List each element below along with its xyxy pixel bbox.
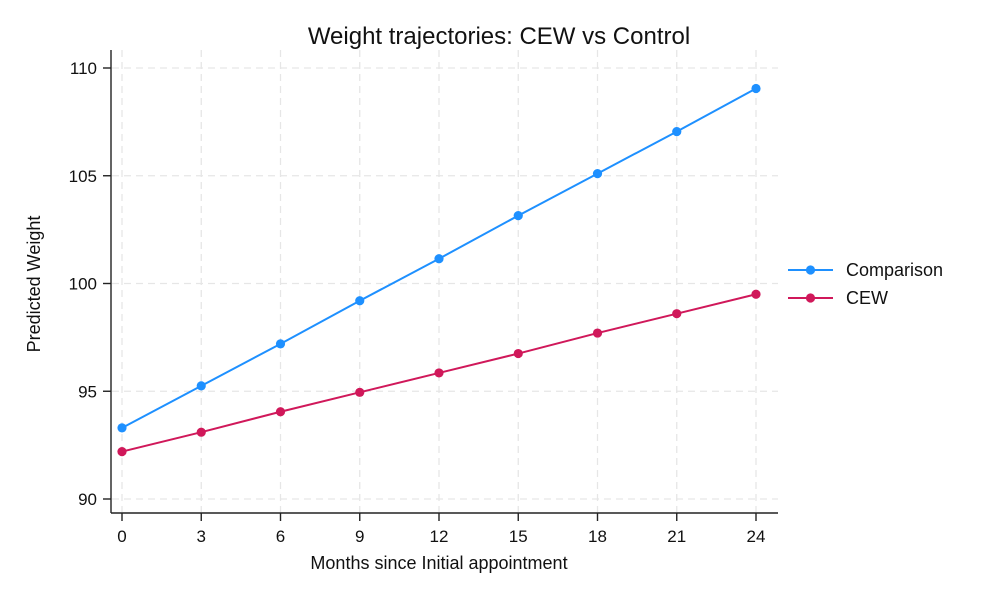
x-tick-label: 15 <box>509 527 528 546</box>
legend: Comparison CEW <box>788 260 943 308</box>
data-point <box>672 309 682 319</box>
data-point <box>434 368 444 378</box>
ticks: 90 95 100 105 110 0 3 6 9 12 15 18 21 24 <box>69 59 766 546</box>
grid <box>112 50 778 512</box>
y-tick-label: 110 <box>70 59 97 78</box>
data-point <box>513 211 523 221</box>
data-point <box>275 407 286 417</box>
x-tick-label: 24 <box>747 527 766 546</box>
data-point <box>751 83 761 94</box>
x-tick-label: 9 <box>355 527 364 546</box>
y-tick-label: 100 <box>69 275 97 294</box>
legend-marker <box>805 265 816 275</box>
x-tick-label: 18 <box>588 527 607 546</box>
data-point <box>434 254 444 264</box>
y-tick-label: 105 <box>69 167 97 186</box>
data-point <box>275 339 286 349</box>
data-point <box>513 348 523 359</box>
legend-label: Comparison <box>846 260 943 280</box>
y-tick-label: 90 <box>78 490 97 509</box>
chart-title: Weight trajectories: CEW vs Control <box>308 23 690 50</box>
legend-label: CEW <box>846 288 888 308</box>
data-point <box>355 387 365 397</box>
data-point <box>196 381 206 391</box>
data-point <box>117 423 127 433</box>
x-tick-label: 3 <box>197 527 206 546</box>
series-cew <box>117 289 761 457</box>
series <box>117 83 761 457</box>
data-point <box>196 427 206 437</box>
data-point <box>355 296 365 306</box>
axes <box>110 50 778 514</box>
x-tick-label: 21 <box>667 527 686 546</box>
data-point <box>751 289 761 299</box>
data-point <box>592 168 603 179</box>
x-tick-label: 6 <box>276 527 285 546</box>
data-point <box>672 126 682 137</box>
data-point <box>592 328 603 338</box>
legend-marker <box>805 293 816 303</box>
x-tick-label: 12 <box>430 527 449 546</box>
x-axis-label: Months since Initial appointment <box>310 553 567 573</box>
y-tick-label: 95 <box>78 382 97 401</box>
data-point <box>117 446 127 457</box>
x-tick-label: 0 <box>117 527 126 546</box>
y-axis-label: Predicted Weight <box>24 216 44 353</box>
series-comparison <box>117 83 761 433</box>
